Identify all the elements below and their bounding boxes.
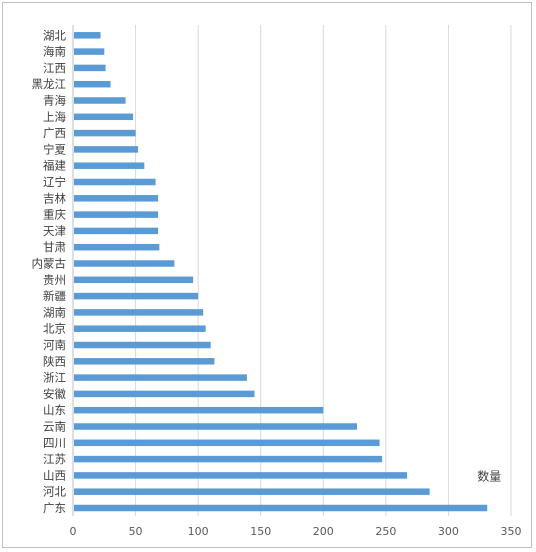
x-tick-labels: 0 50 100 150 200 250 300 350 — [70, 525, 522, 538]
category-label: 安徽 — [43, 387, 66, 401]
bar — [74, 341, 211, 349]
category-label: 辽宁 — [43, 175, 66, 189]
bar — [74, 32, 101, 39]
chart-frame: 广东 河北 山西 江苏 四川 云南 山东 安徽 浙江 陕西 河南 北京 湖南 新疆 贵州 内蒙古 甘肃 天津 重庆 吉… — [2, 2, 532, 548]
bar — [74, 211, 159, 218]
bar — [74, 97, 126, 104]
bar — [74, 80, 111, 88]
bar — [74, 48, 105, 55]
category-label: 江苏 — [43, 452, 66, 466]
x-tick-label: 50 — [129, 525, 143, 538]
category-label: 福建 — [43, 159, 66, 173]
bar — [74, 325, 206, 332]
category-label: 河北 — [43, 485, 66, 499]
x-tick-label: 350 — [501, 525, 522, 538]
category-label: 青海 — [43, 94, 66, 108]
category-label: 海南 — [43, 45, 66, 59]
bar — [74, 276, 194, 284]
bar — [74, 129, 136, 137]
x-tick-label: 300 — [438, 525, 459, 538]
bar — [74, 113, 134, 121]
category-label: 甘肃 — [43, 240, 66, 254]
bar — [74, 472, 408, 479]
bar — [74, 358, 215, 365]
bar — [74, 488, 430, 495]
bar — [74, 162, 145, 169]
category-label: 广东 — [43, 501, 66, 515]
category-label: 宁夏 — [43, 142, 66, 156]
x-tick-label: 0 — [70, 525, 77, 538]
category-label: 内蒙古 — [32, 257, 67, 271]
category-label: 黑龙江 — [32, 77, 67, 91]
bar — [74, 292, 199, 300]
category-label: 上海 — [43, 110, 66, 124]
category-label: 贵州 — [43, 273, 66, 287]
category-label: 吉林 — [43, 191, 66, 205]
series-label: 数量 — [477, 468, 501, 483]
bar — [74, 406, 324, 414]
bar-chart: 广东 河北 山西 江苏 四川 云南 山东 安徽 浙江 陕西 河南 北京 湖南 新疆 贵州 内蒙古 甘肃 天津 重庆 吉… — [32, 25, 522, 538]
bar — [74, 390, 255, 398]
bar — [74, 455, 383, 463]
category-label: 陕西 — [43, 354, 66, 368]
bar — [74, 504, 488, 512]
category-label: 江西 — [43, 61, 66, 75]
bars — [74, 32, 488, 512]
category-label: 河南 — [43, 338, 66, 352]
bar — [74, 423, 358, 430]
bar — [74, 260, 175, 267]
x-tick-label: 200 — [313, 525, 334, 538]
x-tick-label: 100 — [188, 525, 209, 538]
category-label: 天津 — [43, 224, 66, 238]
bar — [74, 227, 159, 235]
bar — [74, 178, 156, 186]
bar — [74, 146, 139, 153]
category-label: 四川 — [43, 436, 66, 450]
category-label: 新疆 — [43, 289, 66, 303]
bar — [74, 64, 106, 72]
category-label: 湖南 — [43, 305, 66, 319]
category-label: 云南 — [43, 420, 66, 434]
category-label: 湖北 — [43, 28, 66, 42]
category-label: 山西 — [43, 468, 66, 482]
category-label: 山东 — [43, 403, 66, 417]
category-labels: 广东 河北 山西 江苏 四川 云南 山东 安徽 浙江 陕西 河南 北京 湖南 新疆 贵州 内蒙古 甘肃 天津 重庆 吉… — [32, 28, 67, 515]
bar — [74, 374, 247, 381]
category-label: 重庆 — [43, 208, 66, 222]
bar — [74, 195, 159, 202]
x-tick-label: 250 — [375, 525, 396, 538]
bar — [74, 243, 160, 251]
category-label: 广西 — [43, 126, 66, 140]
x-tick-label: 150 — [250, 525, 271, 538]
bar — [74, 439, 380, 447]
gridlines — [135, 25, 512, 516]
bar — [74, 309, 204, 316]
category-label: 浙江 — [43, 371, 66, 385]
category-label: 北京 — [43, 322, 66, 336]
